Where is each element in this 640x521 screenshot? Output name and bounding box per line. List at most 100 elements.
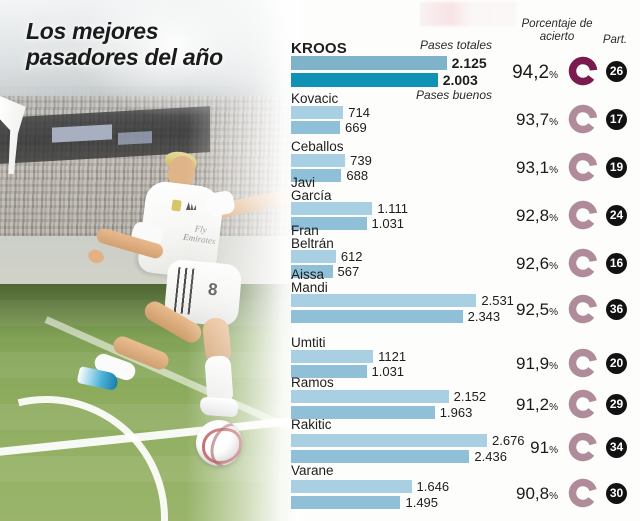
bar-pases-totales xyxy=(291,154,346,167)
value-pases-totales: 714 xyxy=(348,105,370,120)
legend-pases-buenos: Pases buenos xyxy=(415,88,492,102)
matches-played-badge: 36 xyxy=(606,299,627,320)
value-pases-buenos: 688 xyxy=(346,168,369,183)
player-name: KROOS xyxy=(291,40,348,57)
accuracy-percent: 93,7% xyxy=(482,110,558,130)
percent-sign: % xyxy=(549,165,558,176)
player-name: Javi García xyxy=(291,175,332,203)
value-pases-totales: 2.676 xyxy=(492,433,525,448)
accuracy-donut xyxy=(568,478,598,508)
bar-pases-buenos xyxy=(291,406,435,419)
matches-played-badge: 29 xyxy=(606,394,627,415)
bar-pases-buenos xyxy=(291,365,367,378)
publisher-logo xyxy=(420,2,516,26)
accuracy-value: 91,2 xyxy=(516,395,550,414)
accuracy-donut xyxy=(568,200,598,230)
accuracy-value: 93,7 xyxy=(516,110,550,129)
accuracy-percent: 91% xyxy=(482,438,558,458)
value-pases-totales: 1121 xyxy=(378,349,407,364)
accuracy-percent: 92,8% xyxy=(482,206,558,226)
value-pases-buenos: 2.003 xyxy=(442,72,478,88)
bar-pases-buenos xyxy=(291,73,438,87)
percent-sign: % xyxy=(549,261,558,272)
accuracy-percent: 94,2% xyxy=(482,62,558,84)
accuracy-value: 93,1 xyxy=(516,158,550,177)
player-name: Rakitic xyxy=(291,417,332,432)
player-name: Ceballos xyxy=(291,139,344,154)
bar-pases-buenos xyxy=(291,217,367,230)
value-pases-buenos: 2.436 xyxy=(474,449,507,464)
matches-played-badge: 19 xyxy=(606,157,627,178)
bar-pases-totales xyxy=(291,434,487,447)
accuracy-donut xyxy=(568,104,598,134)
value-pases-buenos: 1.495 xyxy=(405,495,439,510)
matches-played-badge: 26 xyxy=(606,61,627,82)
bar-pases-buenos xyxy=(291,121,340,134)
bar-pases-totales xyxy=(291,202,373,215)
legend-pases-totales: Pases totales xyxy=(419,38,492,52)
player-name: Fran Beltrán xyxy=(291,223,334,251)
bar-pases-buenos xyxy=(291,265,333,278)
bar-pases-totales xyxy=(291,350,374,363)
value-pases-totales: 2.125 xyxy=(451,55,487,71)
accuracy-donut xyxy=(568,432,598,462)
matches-played-badge: 20 xyxy=(606,353,627,374)
player-name: Umtiti xyxy=(291,335,326,350)
player-name: Kovacic xyxy=(291,91,339,106)
accuracy-value: 92,5 xyxy=(516,300,550,319)
value-pases-totales: 1.646 xyxy=(416,479,450,494)
matches-played-badge: 24 xyxy=(606,205,627,226)
accuracy-percent: 90,8% xyxy=(482,484,558,504)
percent-sign: % xyxy=(549,117,558,128)
percent-sign: % xyxy=(549,491,558,502)
accuracy-percent: 92,6% xyxy=(482,254,558,274)
value-pases-totales: 739 xyxy=(350,153,372,168)
value-pases-totales: 2.152 xyxy=(453,389,487,404)
bar-pases-buenos xyxy=(291,496,401,509)
player-name: Ramos xyxy=(291,375,334,390)
column-header-accuracy: Porcentaje de acierto xyxy=(521,18,593,43)
bar-pases-buenos xyxy=(291,450,470,463)
player-name: Aissa Mandi xyxy=(291,267,328,295)
accuracy-value: 90,8 xyxy=(516,484,550,503)
value-pases-totales: 1.111 xyxy=(377,201,408,216)
matches-played-badge: 34 xyxy=(606,437,627,458)
value-pases-buenos: 1.031 xyxy=(371,216,405,231)
photo-right-fade xyxy=(0,0,300,521)
matches-played-badge: 17 xyxy=(606,109,627,130)
matches-played-badge: 30 xyxy=(606,483,627,504)
bar-pases-buenos xyxy=(291,169,342,182)
bar-pases-totales xyxy=(291,250,336,263)
percent-sign: % xyxy=(549,445,558,456)
bar-pases-totales xyxy=(291,106,344,119)
value-pases-buenos: 669 xyxy=(345,120,367,135)
accuracy-donut xyxy=(568,348,598,378)
value-pases-buenos: 567 xyxy=(337,264,360,279)
accuracy-percent: 93,1% xyxy=(482,158,558,178)
accuracy-donut xyxy=(568,56,598,86)
accuracy-percent: 91,9% xyxy=(482,354,558,374)
bar-pases-totales xyxy=(291,56,447,70)
percent-sign: % xyxy=(549,402,558,413)
accuracy-value: 91,9 xyxy=(516,354,550,373)
passers-chart: Porcentaje de acierto Part. Pases totale… xyxy=(286,0,640,521)
accuracy-donut xyxy=(568,294,598,324)
accuracy-donut xyxy=(568,389,598,419)
value-pases-buenos: 2.343 xyxy=(467,309,501,324)
percent-sign: % xyxy=(549,70,558,81)
player-photo: FlyEmirates 8 xyxy=(0,0,300,521)
value-pases-buenos: 1.031 xyxy=(371,364,405,379)
accuracy-value: 91 xyxy=(530,438,550,457)
page-title: Los mejores pasadores del año xyxy=(26,18,223,70)
value-pases-buenos: 1.963 xyxy=(439,405,473,420)
player-name: Varane xyxy=(291,463,334,478)
bar-pases-totales xyxy=(291,390,449,403)
accuracy-value: 94,2 xyxy=(512,62,550,83)
value-pases-totales: 612 xyxy=(340,249,363,264)
accuracy-percent: 91,2% xyxy=(482,395,558,415)
accuracy-donut xyxy=(568,248,598,278)
accuracy-percent: 92,5% xyxy=(482,300,558,320)
percent-sign: % xyxy=(549,361,558,372)
bar-pases-totales xyxy=(291,480,412,493)
